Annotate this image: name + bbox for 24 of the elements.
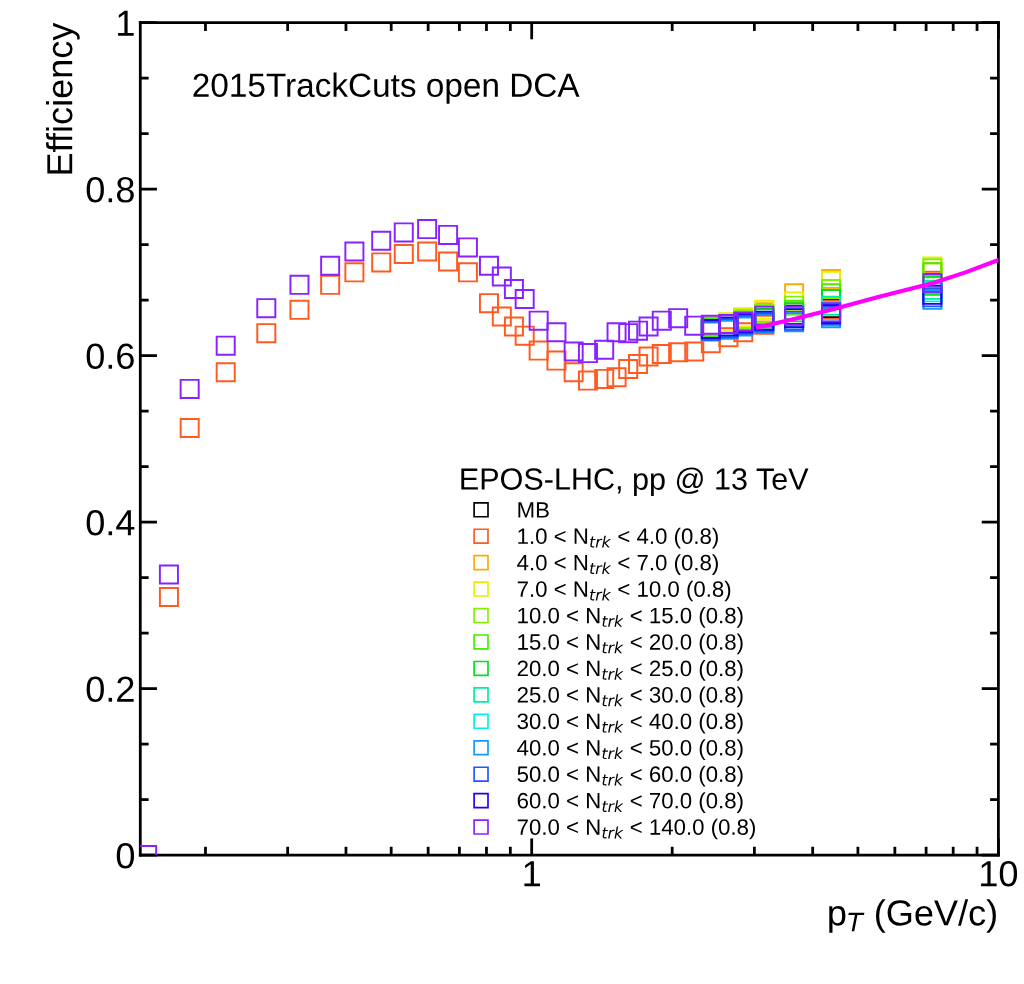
y-tick-label: 0 — [116, 842, 135, 869]
y-tick-label: 0.4 — [86, 509, 135, 536]
legend-label: 70.0 < N$_{trk}$ < 140.0 (0.8) — [517, 818, 755, 840]
legend-label: 25.0 < N$_{trk}$ < 30.0 (0.8) — [517, 686, 743, 708]
legend-label: 4.0 < N$_{trk}$ < 7.0 (0.8) — [517, 554, 718, 575]
legend-label: 60.0 < N$_{trk}$ < 70.0 (0.8) — [517, 792, 743, 813]
y-tick-label: 1 — [118, 10, 134, 36]
legend-label: 10.0 < N$_{trk}$ < 15.0 (0.8) — [518, 607, 743, 628]
x-tick-label: 10 — [981, 860, 1018, 887]
annotation: 2015TrackCuts open DCA — [193, 72, 580, 104]
legend-label: 1.0 < N$_{trk}$ < 4.0 (0.8) — [518, 527, 718, 549]
legend-label: 20.0 < N$_{trk}$ < 25.0 (0.8) — [517, 659, 743, 681]
legend-label: 7.0 < N$_{trk}$ < 10.0 (0.8) — [517, 580, 731, 602]
legend-label: 15.0 < N$_{trk}$ < 20.0 (0.8) — [518, 633, 743, 655]
legend-title: EPOS-LHC, pp @ 13 TeV — [461, 467, 809, 496]
legend-label: 30.0 < N$_{trk}$ < 40.0 (0.8) — [517, 712, 743, 734]
legend-label: 40.0 < N$_{trk}$ < 50.0 (0.8) — [517, 739, 743, 761]
y-axis-title: Efficiency — [46, 22, 80, 174]
y-tick-label: 0.2 — [86, 676, 134, 703]
x-axis-title: p$_{T}$ (GeV/c) — [829, 899, 996, 933]
legend-label: MB — [518, 502, 549, 518]
legend-label: 50.0 < N$_{trk}$ < 60.0 (0.8) — [517, 765, 743, 787]
y-tick-label: 0.8 — [86, 176, 134, 203]
y-tick-label: 0.6 — [86, 343, 134, 370]
